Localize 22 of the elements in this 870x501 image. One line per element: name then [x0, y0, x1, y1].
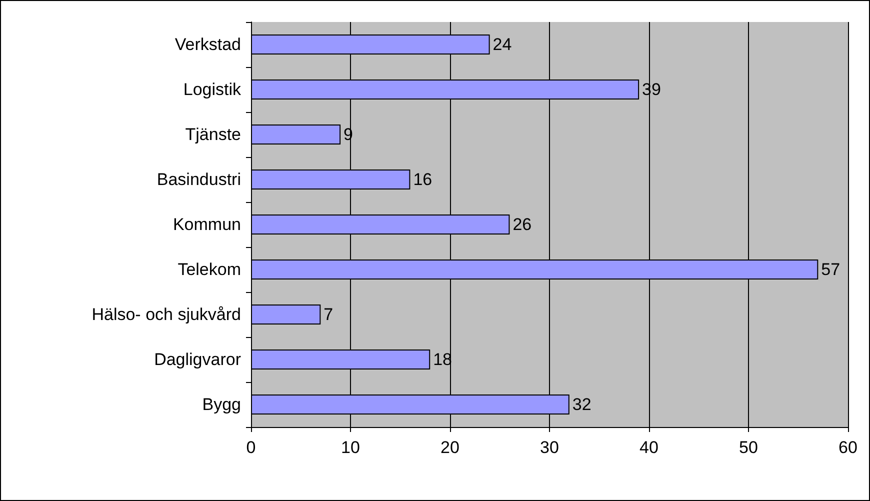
x-tick-label: 0 [246, 438, 256, 457]
y-tick-label: Tjänste [185, 125, 241, 144]
data-label: 16 [413, 170, 432, 189]
y-tick-label: Logistik [183, 80, 242, 99]
y-tick-label: Basindustri [156, 170, 241, 189]
y-tick-label: Hälso- och sjukvård [92, 305, 241, 324]
x-tick-label: 50 [739, 438, 758, 457]
x-tick-label: 60 [838, 438, 858, 457]
y-tick-label: Bygg [202, 395, 241, 414]
data-label: 26 [512, 215, 532, 234]
y-tick-label: Dagligvaror [154, 350, 242, 369]
data-label: 24 [492, 35, 512, 54]
y-tick-label: Verkstad [174, 35, 241, 54]
x-tick-label: 10 [341, 438, 360, 457]
x-tick-label: 30 [540, 438, 559, 457]
y-tick-label: Telekom [178, 260, 241, 279]
data-label: 32 [572, 395, 592, 414]
data-label: 57 [821, 260, 840, 279]
data-label: 7 [324, 305, 334, 324]
y-tick-label: Kommun [172, 215, 241, 234]
x-tick-label: 20 [440, 438, 460, 457]
x-tick-label: 40 [640, 438, 658, 457]
